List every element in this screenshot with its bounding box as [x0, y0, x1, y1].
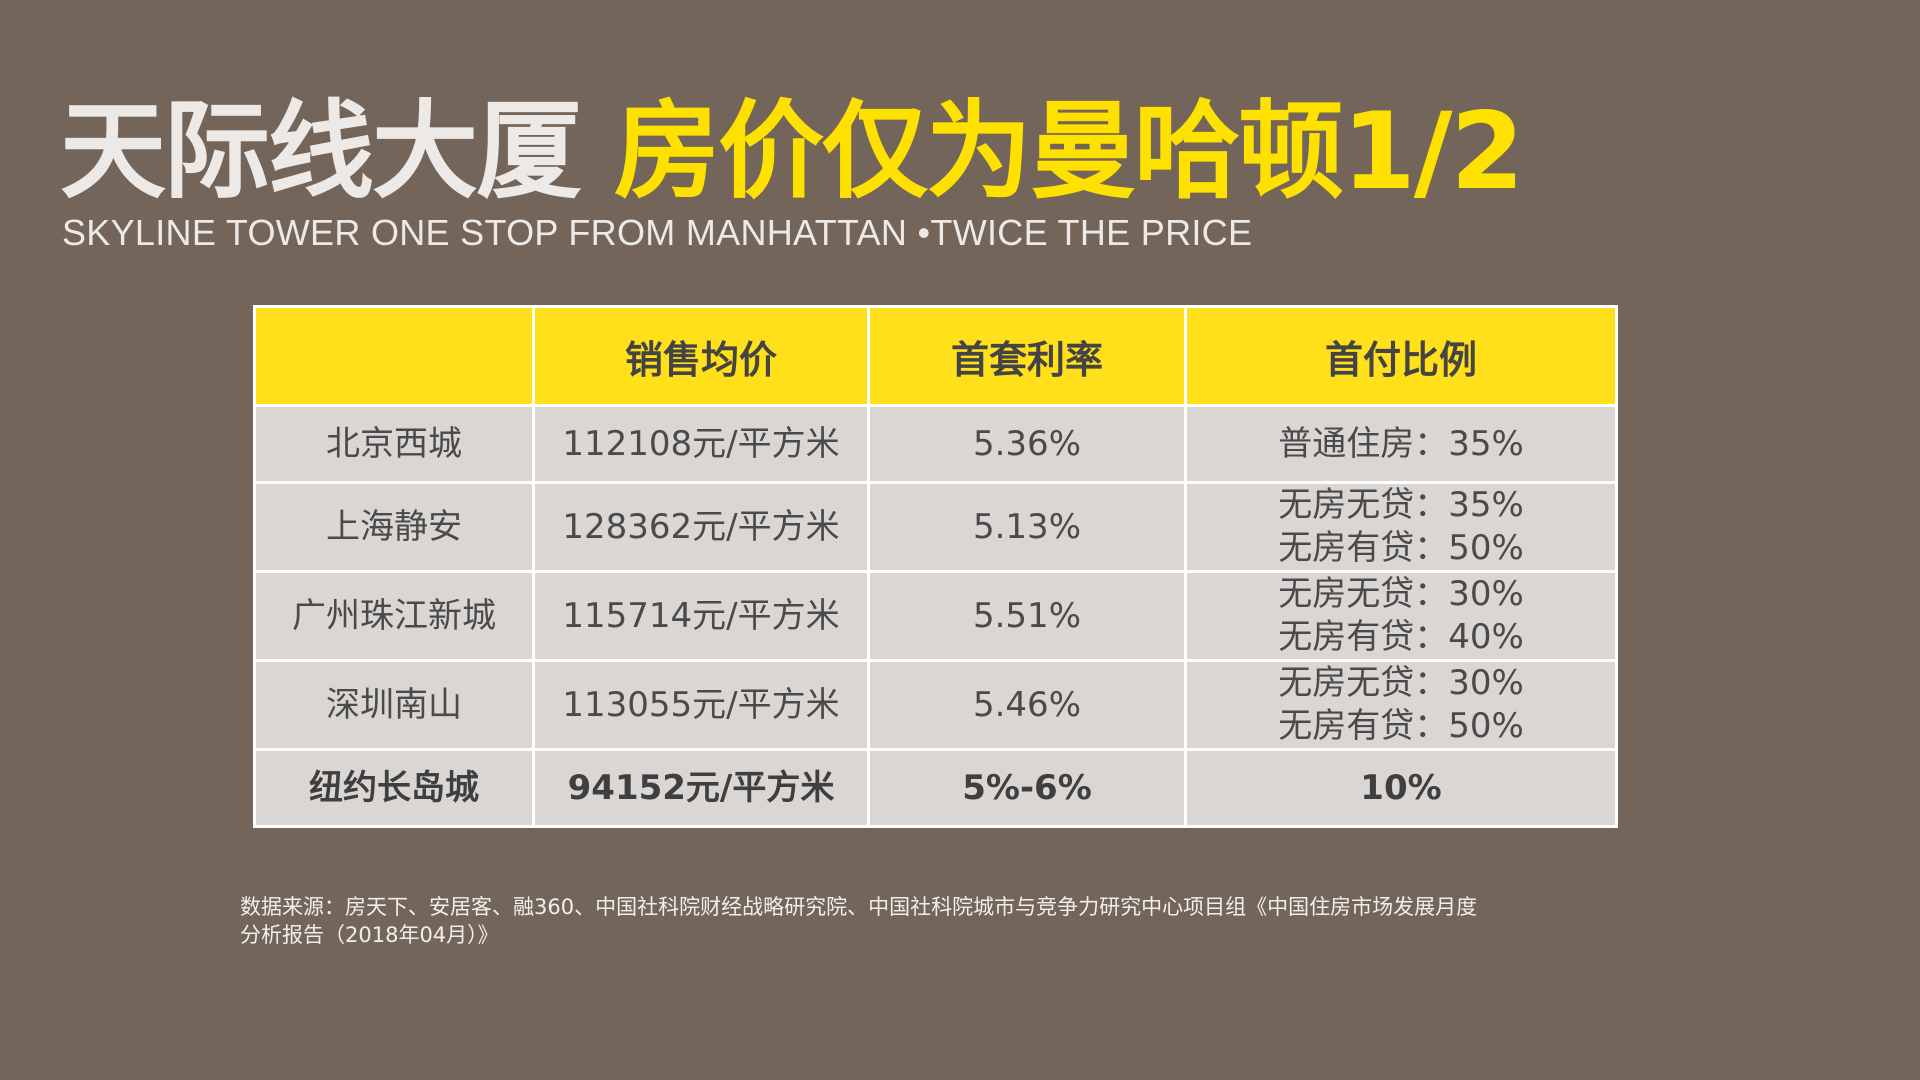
- cell-price: 94152元/平方米: [532, 748, 870, 828]
- source-line: 分析报告（2018年04月）》: [240, 923, 499, 947]
- down-payment-line: 无房有贷：50%: [1278, 706, 1524, 746]
- table-row: 深圳南山 113055元/平方米 5.46% 无房无贷：30% 无房有贷：50%: [253, 659, 1618, 751]
- price-comparison-table: 销售均价 首套利率 首付比例 北京西城 112108元/平方米 5.36% 普通…: [253, 305, 1618, 828]
- header-cell-down-payment: 首付比例: [1184, 305, 1618, 407]
- cell-down-payment: 普通住房：35%: [1184, 404, 1618, 484]
- table-row: 北京西城 112108元/平方米 5.36% 普通住房：35%: [253, 404, 1618, 484]
- cell-price: 112108元/平方米: [532, 404, 870, 484]
- cell-rate: 5.36%: [867, 404, 1187, 484]
- cell-city: 上海静安: [253, 481, 535, 573]
- table-row: 广州珠江新城 115714元/平方米 5.51% 无房无贷：30% 无房有贷：4…: [253, 570, 1618, 662]
- header-cell-avg-price: 销售均价: [532, 305, 870, 407]
- title-building-name: 天际线大厦: [60, 90, 582, 213]
- cell-rate: 5.51%: [867, 570, 1187, 662]
- title-price-claim: 房价仅为曼哈顿1/2: [614, 90, 1524, 213]
- data-source-note: 数据来源：房天下、安居客、融360、中国社科院财经战略研究院、中国社科院城市与竞…: [240, 893, 1700, 949]
- cell-city: 北京西城: [253, 404, 535, 484]
- header-cell-first-home-rate: 首套利率: [867, 305, 1187, 407]
- down-payment-line: 无房有贷：50%: [1278, 528, 1524, 568]
- header-cell-empty: [253, 305, 535, 407]
- cell-down-payment: 10%: [1184, 748, 1618, 828]
- cell-rate: 5.46%: [867, 659, 1187, 751]
- page-subtitle: SKYLINE TOWER ONE STOP FROM MANHATTAN •T…: [62, 212, 1253, 253]
- table-row: 上海静安 128362元/平方米 5.13% 无房无贷：35% 无房有贷：50%: [253, 481, 1618, 573]
- cell-down-payment: 无房无贷：30% 无房有贷：40%: [1184, 570, 1618, 662]
- source-line: 数据来源：房天下、安居客、融360、中国社科院财经战略研究院、中国社科院城市与竞…: [240, 895, 1478, 919]
- table-header-row: 销售均价 首套利率 首付比例: [253, 305, 1618, 407]
- page-title: 天际线大厦 房价仅为曼哈顿1/2: [60, 90, 1524, 213]
- cell-city: 深圳南山: [253, 659, 535, 751]
- cell-price: 115714元/平方米: [532, 570, 870, 662]
- down-payment-line: 无房无贷：35%: [1278, 485, 1524, 525]
- cell-price: 128362元/平方米: [532, 481, 870, 573]
- down-payment-line: 普通住房：35%: [1278, 423, 1524, 464]
- cell-down-payment: 无房无贷：35% 无房有贷：50%: [1184, 481, 1618, 573]
- down-payment-line: 无房无贷：30%: [1278, 574, 1524, 614]
- cell-down-payment: 无房无贷：30% 无房有贷：50%: [1184, 659, 1618, 751]
- cell-rate: 5%-6%: [867, 748, 1187, 828]
- cell-rate: 5.13%: [867, 481, 1187, 573]
- down-payment-line: 无房无贷：30%: [1278, 663, 1524, 703]
- table-row-highlight: 纽约长岛城 94152元/平方米 5%-6% 10%: [253, 748, 1618, 828]
- cell-city: 广州珠江新城: [253, 570, 535, 662]
- down-payment-line: 无房有贷：40%: [1278, 617, 1524, 657]
- down-payment-line: 10%: [1360, 767, 1442, 808]
- cell-price: 113055元/平方米: [532, 659, 870, 751]
- cell-city: 纽约长岛城: [253, 748, 535, 828]
